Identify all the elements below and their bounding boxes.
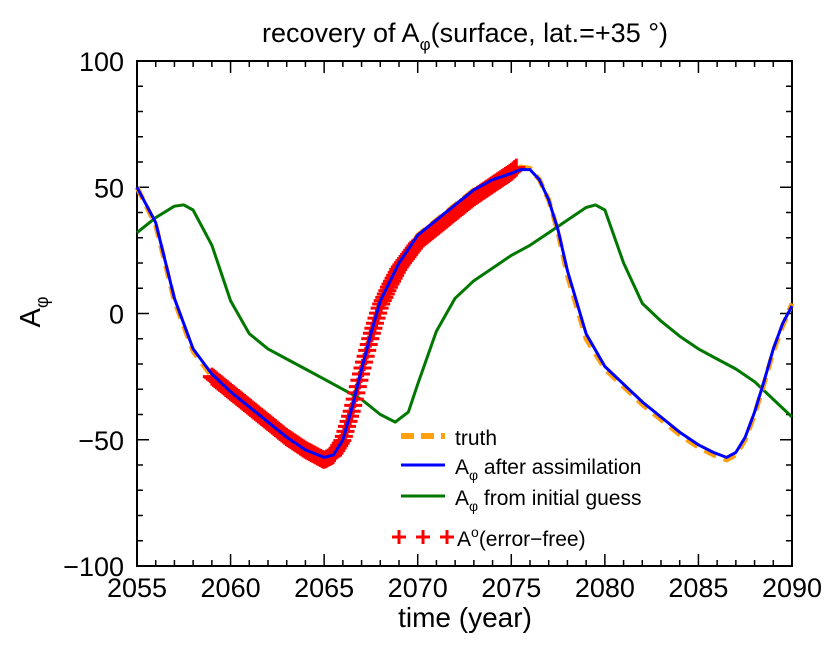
x-tick-label: 2090 xyxy=(762,573,822,603)
legend: truth Aφ after assimilation Aφ from init… xyxy=(392,427,642,551)
legend-plus-marker xyxy=(416,530,430,544)
y-tick-label: 100 xyxy=(79,47,124,77)
x-tick-label: 2085 xyxy=(668,573,728,603)
legend-plus-marker xyxy=(440,530,454,544)
legend-label-assimilation: Aφ after assimilation xyxy=(455,456,642,483)
chart-title: recovery of Aφ(surface, lat.=+35 °) xyxy=(262,18,668,54)
y-tick-label: −100 xyxy=(63,552,124,582)
x-tick-label: 2075 xyxy=(481,573,541,603)
legend-plus-marker xyxy=(392,530,406,544)
legend-swatch-error-free xyxy=(392,530,454,544)
x-tick-label: 2070 xyxy=(388,573,448,603)
x-tick-label: 2060 xyxy=(201,573,261,603)
x-tick-label: 2065 xyxy=(294,573,354,603)
series-layer xyxy=(134,158,795,469)
x-tick-labels: 2055 2060 2065 2070 2075 2080 2085 2090 xyxy=(107,573,822,603)
series-assimilation-line xyxy=(135,168,794,459)
x-axis-label: time (year) xyxy=(398,602,532,633)
data-point-marker xyxy=(507,158,526,177)
series-initial-guess-line xyxy=(136,203,794,424)
legend-label-initial-guess: Aφ from initial guess xyxy=(455,487,642,514)
y-tick-labels: −100 −50 0 50 100 xyxy=(63,47,124,582)
y-tick-label: 50 xyxy=(94,173,124,203)
legend-label-error-free: Ao(error−free) xyxy=(457,524,586,551)
series-error-free-markers xyxy=(202,158,526,469)
axis-ticks xyxy=(136,60,793,567)
y-tick-label: 0 xyxy=(109,300,124,330)
legend-label-truth: truth xyxy=(455,427,497,450)
y-tick-label: −50 xyxy=(78,426,124,456)
x-tick-label: 2055 xyxy=(107,573,167,603)
x-tick-label: 2080 xyxy=(575,573,635,603)
y-axis-label: Aφ xyxy=(15,296,52,327)
